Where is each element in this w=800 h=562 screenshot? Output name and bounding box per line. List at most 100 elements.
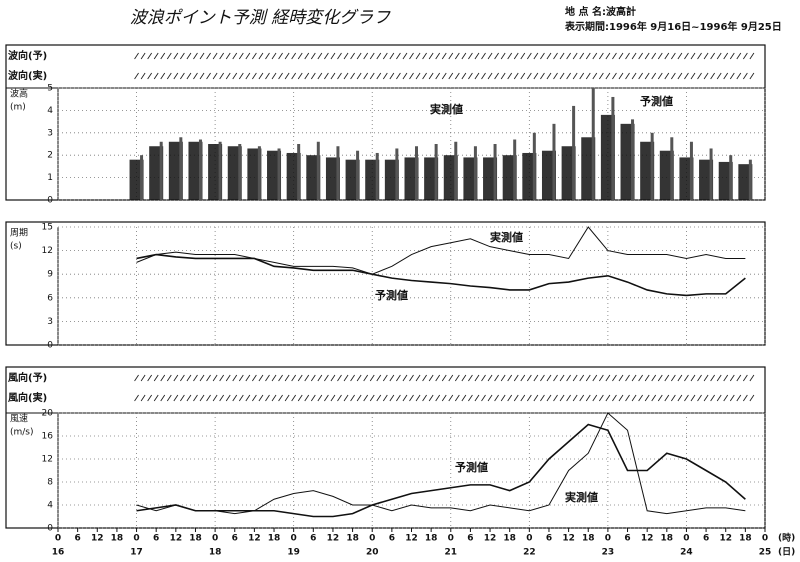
x-tick-label: 0 xyxy=(762,534,768,544)
direction-arrow xyxy=(409,374,414,382)
bar xyxy=(493,144,497,200)
direction-arrow xyxy=(553,72,558,80)
direction-arrow xyxy=(369,374,375,382)
direction-arrow xyxy=(186,72,192,80)
direction-arrow xyxy=(533,394,539,402)
direction-arrow xyxy=(409,394,414,402)
direction-arrow xyxy=(232,52,238,60)
y-tick-label: 8 xyxy=(47,478,53,488)
direction-arrow xyxy=(540,72,545,80)
direction-arrow xyxy=(540,374,545,382)
y-tick-label: 3 xyxy=(47,317,53,327)
direction-arrow xyxy=(166,374,172,382)
direction-arrow xyxy=(690,72,696,80)
direction-arrow xyxy=(297,394,303,402)
direction-arrow xyxy=(304,394,310,402)
direction-arrow xyxy=(533,374,539,382)
direction-arrow xyxy=(140,374,146,382)
x-tick-label: 6 xyxy=(232,534,238,544)
direction-arrow xyxy=(166,394,172,402)
y-tick-label: 1 xyxy=(47,173,53,183)
direction-arrow xyxy=(749,374,755,382)
direction-arrow xyxy=(540,394,545,402)
bar xyxy=(670,137,674,200)
direction-arrow xyxy=(598,72,604,80)
direction-arrow xyxy=(716,374,722,382)
day-unit: (日) xyxy=(778,547,795,558)
direction-arrow xyxy=(716,72,722,80)
direction-arrow xyxy=(579,374,585,382)
bar xyxy=(159,141,163,200)
direction-arrow xyxy=(186,374,192,382)
direction-arrow xyxy=(219,374,225,382)
direction-arrow xyxy=(258,72,264,80)
x-tick-label: 6 xyxy=(310,534,316,544)
direction-arrow xyxy=(500,52,506,60)
direction-arrow xyxy=(723,374,729,382)
direction-arrow xyxy=(245,52,251,60)
direction-arrow xyxy=(415,394,421,402)
direction-arrow xyxy=(199,72,205,80)
direction-arrow xyxy=(638,394,643,402)
direction-arrow xyxy=(703,72,709,80)
direction-arrow xyxy=(238,72,244,80)
x-tick-label: 12 xyxy=(170,534,183,544)
bar xyxy=(434,144,438,200)
direction-arrow xyxy=(520,394,526,402)
direction-arrow xyxy=(258,374,264,382)
direction-arrow xyxy=(212,72,218,80)
direction-arrow xyxy=(526,52,532,60)
direction-arrow xyxy=(199,52,205,60)
direction-arrow xyxy=(245,394,251,402)
line xyxy=(136,253,746,297)
direction-arrow xyxy=(723,72,729,80)
y-tick-label: 2 xyxy=(47,151,53,161)
direction-arrow xyxy=(245,374,251,382)
direction-arrow xyxy=(337,52,342,60)
direction-arrow xyxy=(324,394,329,402)
direction-arrow xyxy=(258,394,264,402)
direction-arrow xyxy=(500,374,506,382)
direction-arrow xyxy=(644,72,650,80)
direction-arrow xyxy=(670,374,676,382)
x-tick-label: 18 xyxy=(189,534,202,544)
direction-arrow xyxy=(389,72,395,80)
y-tick-label: 6 xyxy=(47,293,53,303)
direction-arrow xyxy=(703,374,709,382)
direction-arrow xyxy=(389,394,395,402)
bar xyxy=(179,137,183,200)
direction-arrow xyxy=(454,374,460,382)
direction-arrow xyxy=(612,52,617,60)
x-tick-label: 12 xyxy=(562,534,575,544)
direction-arrow xyxy=(284,394,290,402)
direction-arrow xyxy=(500,72,506,80)
direction-arrow xyxy=(291,394,297,402)
direction-arrow xyxy=(271,52,277,60)
direction-arrow xyxy=(166,52,172,60)
direction-arrow xyxy=(369,72,375,80)
direction-arrow xyxy=(736,52,742,60)
direction-arrow xyxy=(291,72,297,80)
direction-arrow xyxy=(291,52,297,60)
direction-arrow xyxy=(559,394,565,402)
chart-title: 波浪ポイント予測 経時変化グラフ xyxy=(130,8,391,28)
direction-arrow xyxy=(559,72,565,80)
direction-arrow xyxy=(310,394,316,402)
line xyxy=(136,412,746,515)
direction-arrow xyxy=(389,374,395,382)
direction-arrow xyxy=(644,52,650,60)
direction-arrow xyxy=(382,394,388,402)
direction-arrow xyxy=(710,394,716,402)
direction-arrow xyxy=(710,52,716,60)
direction-arrow xyxy=(481,72,486,80)
direction-arrow xyxy=(186,52,192,60)
direction-arrow xyxy=(631,374,637,382)
direction-arrow xyxy=(468,374,473,382)
direction-arrow xyxy=(664,52,670,60)
direction-arrow xyxy=(618,72,624,80)
direction-arrow xyxy=(454,72,460,80)
bar xyxy=(650,132,654,200)
direction-arrow xyxy=(363,52,369,60)
bar xyxy=(591,88,595,200)
direction-arrow xyxy=(520,72,526,80)
